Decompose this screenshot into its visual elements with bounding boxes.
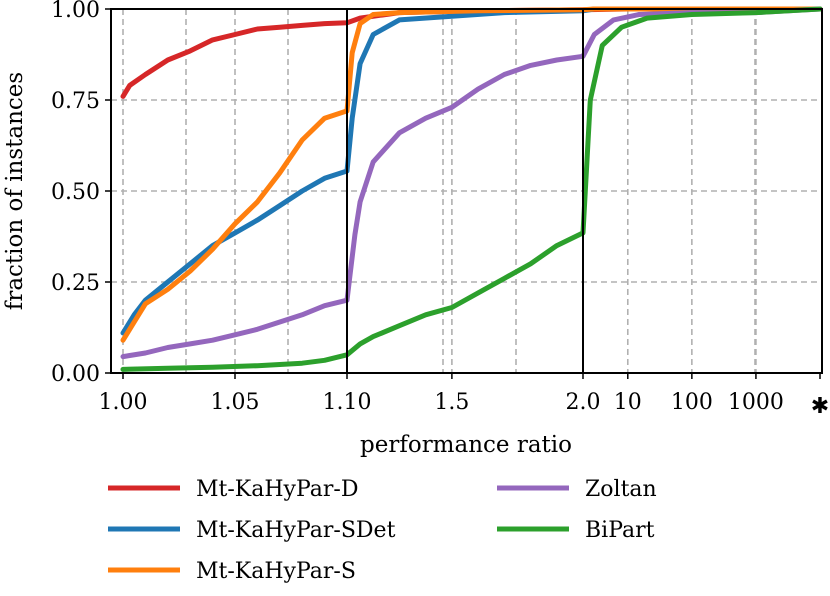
- legend-label: BiPart: [585, 518, 655, 543]
- x-tick-label: 10: [614, 390, 642, 415]
- series-lines: [120, 6, 823, 372]
- x-tick-label: 100: [671, 390, 713, 415]
- y-tick-label: 1.00: [51, 0, 100, 23]
- x-tick-label: 1.5: [434, 390, 469, 415]
- x-tick-label: 1.05: [211, 390, 260, 415]
- series-line-mt-kahypar-sdet: [120, 6, 823, 336]
- grid-lines: [111, 8, 822, 374]
- series-line-zoltan: [120, 6, 823, 360]
- legend-label: Mt-KaHyPar-S: [196, 559, 356, 584]
- y-tick-label: 0.25: [51, 271, 100, 296]
- x-tick-label: 1.10: [323, 390, 372, 415]
- x-axis-label: performance ratio: [360, 432, 572, 458]
- y-tick-label: 0.50: [51, 180, 100, 205]
- x-tick-label: 1.00: [99, 390, 148, 415]
- y-axis-label: fraction of instances: [2, 72, 28, 310]
- series-line-mt-kahypar-s: [120, 6, 823, 343]
- legend: Mt-KaHyPar-D Mt-KaHyPar-SDet Mt-KaHyPar-S Z…: [108, 477, 657, 584]
- y-tick-label: 0.00: [51, 362, 100, 387]
- x-tick-label: 1000: [728, 390, 784, 415]
- series-line-mt-kahypar-d: [120, 6, 823, 99]
- legend-label: Mt-KaHyPar-SDet: [196, 518, 396, 543]
- y-tick-label: 0.75: [51, 89, 100, 114]
- legend-label: Zoltan: [585, 477, 657, 502]
- x-tick-label-infeasible: ✱: [811, 394, 829, 419]
- series-line-bipart: [120, 6, 823, 372]
- axis-ticks: 0.00 0.25 0.50 0.75 1.00 1.00 1.05 1.10 1.5 2.0 10…: [51, 0, 829, 419]
- legend-label: Mt-KaHyPar-D: [196, 477, 359, 502]
- x-tick-label: 2.0: [566, 390, 601, 415]
